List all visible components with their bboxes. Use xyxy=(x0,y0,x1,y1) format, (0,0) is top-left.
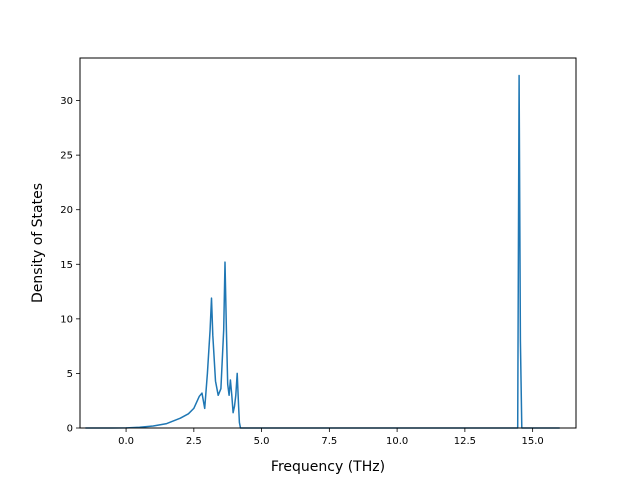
x-axis-title: Frequency (THz) xyxy=(271,459,385,475)
plot-frame xyxy=(79,57,577,429)
y-tick-label: 20 xyxy=(60,205,73,216)
y-tick-label: 30 xyxy=(60,96,73,107)
x-tick-label: 12.5 xyxy=(454,436,476,447)
x-tick-label: 5.0 xyxy=(254,436,270,447)
x-tick-label: 10.0 xyxy=(386,436,408,447)
x-tick-label: 15.0 xyxy=(522,436,544,447)
y-tick-label: 15 xyxy=(60,260,73,271)
y-tick-label: 0 xyxy=(67,424,73,435)
y-tick-label: 10 xyxy=(60,314,73,325)
x-tick-label: 0.0 xyxy=(118,436,134,447)
y-tick-label: 25 xyxy=(60,151,73,162)
y-axis-title: Density of States xyxy=(30,183,46,303)
x-tick-label: 2.5 xyxy=(186,436,202,447)
y-tick-label: 5 xyxy=(67,369,73,380)
x-tick-label: 7.5 xyxy=(321,436,337,447)
x-axis: 0.0 2.5 5.0 7.5 10.0 12.5 15.0 xyxy=(118,428,544,447)
dos-series-line-0 xyxy=(85,74,560,429)
y-axis: 0 5 10 15 20 25 30 xyxy=(60,96,80,435)
